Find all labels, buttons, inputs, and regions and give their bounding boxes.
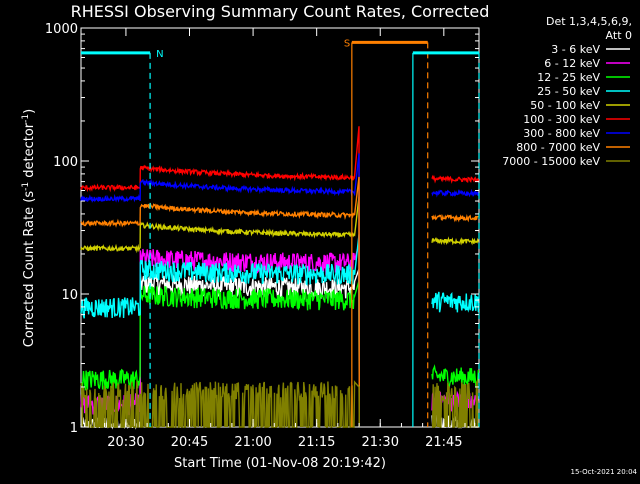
x-tick-label: 20:45: [171, 435, 208, 450]
series-line-post-gap: [431, 364, 480, 389]
footer-date: 15-Oct-2021 20:04: [571, 468, 638, 476]
flag-unlabeled-2: [412, 51, 480, 427]
series-line-post-gap: [431, 174, 480, 184]
x-tick-label: 21:15: [298, 435, 335, 450]
series-line-pre-flare: [80, 280, 360, 428]
flag-label: S: [344, 38, 350, 49]
legend-label: 25 - 50 keV: [537, 85, 600, 98]
series-100-300kev: [80, 126, 480, 428]
series-line-pre-flare: [80, 196, 360, 428]
flag-N-0: N: [81, 49, 164, 427]
series-line-post-gap: [431, 379, 479, 428]
series-25-50kev: [80, 234, 480, 428]
legend-label: 300 - 800 keV: [523, 127, 600, 140]
series-line-pre-flare: [80, 234, 360, 428]
y-tick-label: 1000: [45, 22, 78, 37]
x-tick-label: 20:30: [107, 435, 144, 450]
legend-label: 12 - 25 keV: [537, 71, 600, 84]
series-line-pre-flare: [80, 153, 360, 428]
axis-layer: 20:30 20:45 21:00 21:15 21:30 21:45 1 10 100 1000: [45, 22, 479, 450]
y-tick-label: 100: [53, 155, 78, 170]
series-line-post-gap: [431, 291, 480, 313]
series-layer: [80, 126, 480, 430]
saa-flag-layer: NS: [81, 38, 480, 427]
series-300-800kev: [80, 153, 480, 428]
legend-label: 50 - 100 keV: [530, 99, 600, 112]
legend-label: 7000 - 15000 keV: [502, 155, 600, 168]
flag-S-1: S: [344, 38, 429, 427]
x-tick-label: 21:45: [425, 435, 462, 450]
y-tick-label: 10: [61, 288, 78, 303]
series-12-25kev: [80, 280, 480, 428]
legend-label: 6 - 12 keV: [544, 57, 600, 70]
series-800-7000kev: [80, 176, 479, 428]
series-line-pre-flare: [80, 268, 360, 430]
legend-header-attenuator: Att 0: [606, 29, 632, 42]
x-tick-label: 21:00: [234, 435, 271, 450]
x-tick-label: 21:30: [362, 435, 399, 450]
legend-label: 800 - 7000 keV: [516, 141, 600, 154]
series-50-100kev: [80, 196, 480, 428]
legend-label: 100 - 300 keV: [523, 113, 600, 126]
series-line-post-gap: [431, 188, 480, 198]
series-line-pre-flare: [80, 380, 360, 428]
legend-header-detectors: Det 1,3,4,5,6,9,: [546, 15, 632, 28]
series-line-pre-flare: [80, 176, 360, 428]
x-axis-label: Start Time (01-Nov-08 20:19:42): [174, 456, 386, 471]
flag-label: N: [156, 49, 163, 60]
legend-label: 3 - 6 keV: [551, 43, 600, 56]
y-tick-label: 1: [70, 421, 78, 436]
series-line-pre-flare: [80, 126, 360, 428]
series-7000-15000kev: [80, 379, 479, 428]
y-axis-label: Corrected Count Rate (s-1 detector-1): [21, 109, 37, 347]
series-line-post-gap: [431, 213, 479, 223]
chart-title: RHESSI Observing Summary Count Rates, Co…: [71, 2, 490, 21]
series-line-post-gap: [431, 236, 480, 246]
